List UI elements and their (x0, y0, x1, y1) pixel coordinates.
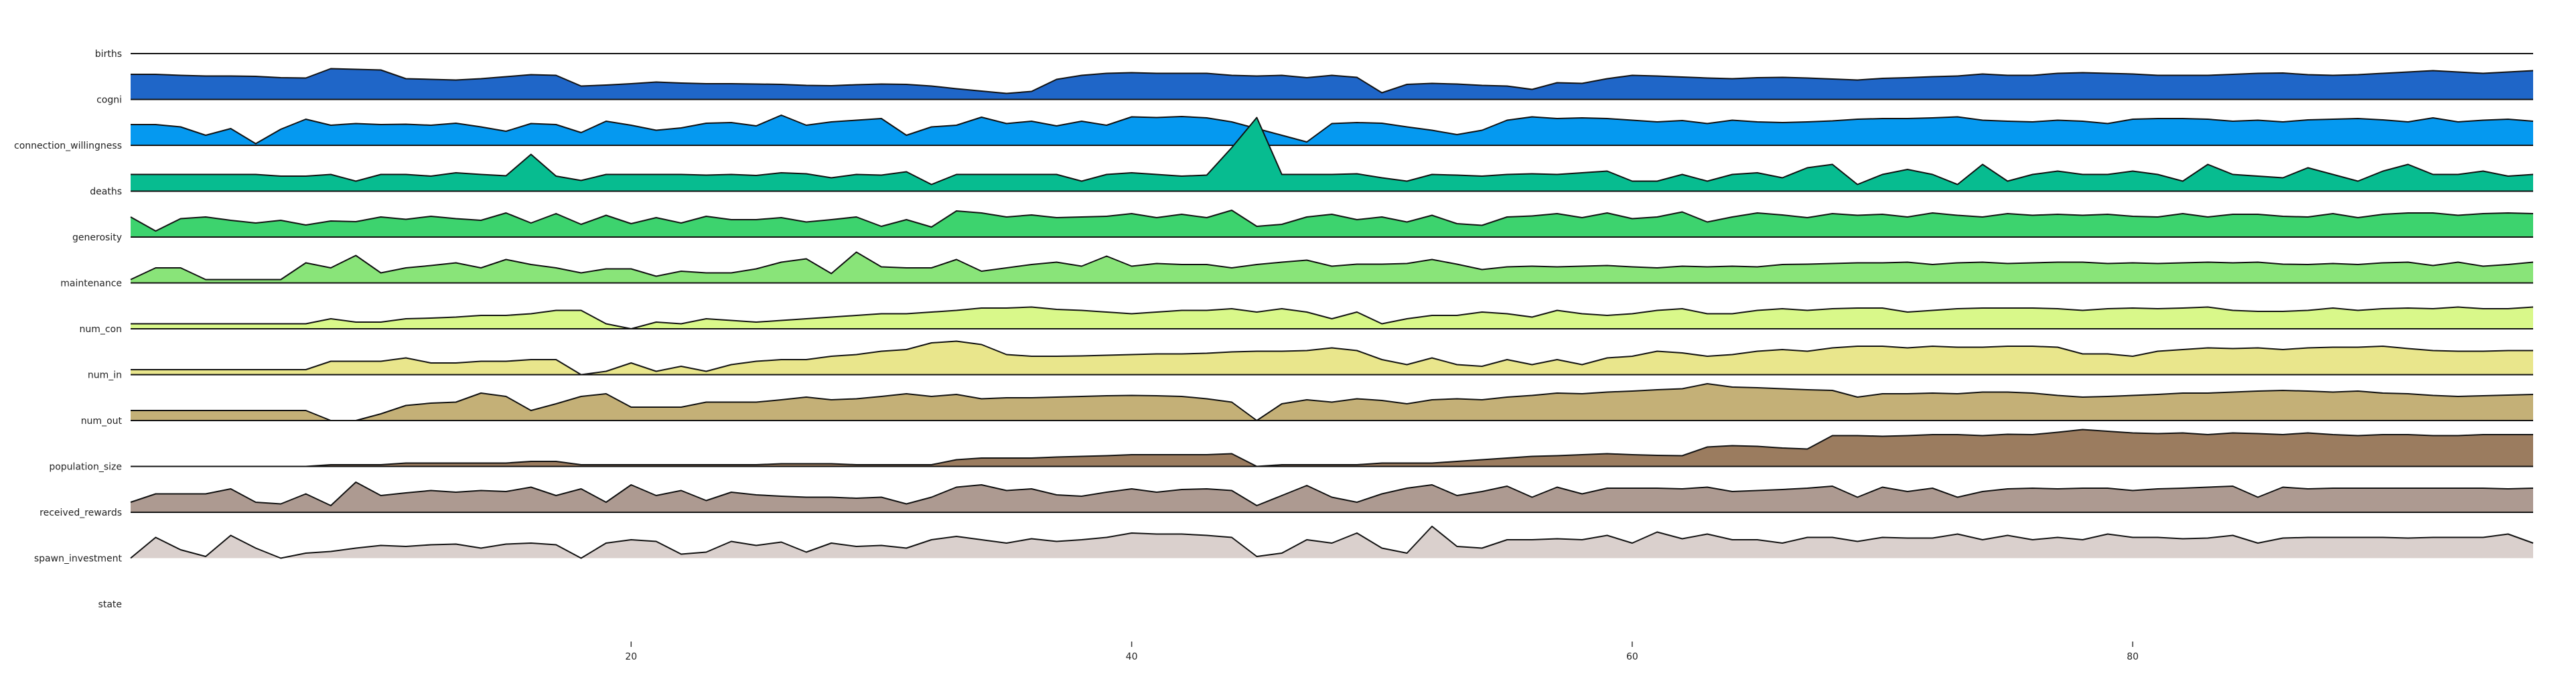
row-label-population_size: population_size (49, 462, 122, 473)
area-generosity (131, 252, 2533, 283)
line-received_rewards (130, 481, 2534, 506)
line-generosity (130, 251, 2534, 281)
area-spawn_investment (131, 526, 2533, 558)
row-label-received_rewards: received_rewards (40, 508, 122, 518)
line-spawn_investment (130, 526, 2534, 559)
x-axis: 20 40 60 80 (625, 642, 2139, 662)
series-deaths (130, 190, 2534, 237)
area-cogni (131, 115, 2533, 145)
area-connection_willingness (131, 117, 2533, 192)
series-generosity (130, 236, 2534, 283)
row-label-births: births (95, 49, 122, 60)
line-maintenance (131, 306, 2534, 329)
x-tick-label-40: 40 (1126, 652, 1138, 662)
row-label-generosity: generosity (72, 232, 122, 243)
series-received_rewards (130, 465, 2534, 512)
row-label-connection_willingness: connection_willingness (14, 141, 122, 151)
series-population_size (131, 420, 2533, 467)
row-label-num_out: num_out (81, 416, 123, 427)
line-num_con (131, 340, 2533, 376)
line-connection_willingness (131, 117, 2534, 185)
line-population_size (131, 429, 2533, 467)
series-cogni (131, 98, 2534, 145)
row-label-maintenance: maintenance (60, 279, 122, 289)
area-population_size (131, 429, 2533, 467)
line-cogni (131, 115, 2534, 145)
x-tick-label-60: 60 (1626, 652, 1638, 662)
series-births (131, 53, 2534, 100)
line-births (131, 68, 2534, 94)
series-connection_willingness (131, 117, 2534, 192)
x-tick-label-20: 20 (625, 652, 637, 662)
row-label-spawn_investment: spawn_investment (34, 554, 123, 565)
row-label-state: state (98, 599, 122, 610)
line-num_in (131, 383, 2534, 421)
series-num_in (131, 374, 2534, 421)
series-spawn_investment (130, 512, 2534, 559)
line-deaths (130, 210, 2534, 232)
series-areas (130, 53, 2534, 559)
area-num_con (131, 341, 2533, 375)
series-maintenance (131, 282, 2534, 329)
row-label-num_con: num_con (79, 324, 122, 335)
area-deaths (131, 210, 2533, 237)
x-tick-label-80: 80 (2127, 652, 2139, 662)
area-maintenance (131, 307, 2533, 329)
row-label-num_in: num_in (88, 370, 122, 381)
series-num_con (131, 328, 2533, 376)
row-label-cogni: cogni (96, 95, 122, 106)
area-births (131, 68, 2533, 100)
row-label-deaths: deaths (90, 187, 122, 198)
